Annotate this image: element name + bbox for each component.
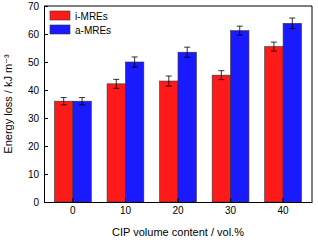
bar [55, 101, 73, 202]
legend-swatch [50, 11, 70, 20]
legend-entry: i-MREs [50, 11, 108, 22]
bar [125, 62, 143, 202]
tick-mark [44, 90, 48, 91]
tick: 70 [28, 1, 48, 12]
tick-label: 40 [278, 205, 290, 216]
legend-label: a-MREs [75, 25, 111, 36]
legend-label: i-MREs [75, 11, 108, 22]
bar [107, 84, 125, 202]
bar [212, 75, 230, 202]
chart: 0 10 20 30 40 50 60 70 0 10 20 30 40 i-MREs a-MREs CIP … [0, 0, 318, 242]
tick-label: 30 [225, 205, 237, 216]
error-bar [237, 26, 243, 35]
bar [231, 31, 249, 202]
tick: 40 [28, 85, 48, 96]
tick: 10 [120, 198, 132, 216]
tick-label: 60 [28, 29, 40, 40]
legend: i-MREs a-MREs [50, 11, 111, 36]
tick-label: 0 [33, 197, 39, 208]
plot: 0 10 20 30 40 50 60 70 0 10 20 30 40 i-MREs a-MREs [28, 1, 313, 216]
tick-label: 0 [70, 205, 76, 216]
tick-mark [44, 174, 48, 175]
tick: 60 [28, 29, 48, 40]
error-bar [132, 57, 138, 67]
legend-entry: a-MREs [50, 25, 111, 36]
x-axis-title: CIP volume content / vol.% [112, 226, 244, 238]
axis-line [45, 202, 313, 203]
tick: 40 [278, 198, 290, 216]
tick-mark [230, 198, 231, 202]
y-axis-title: Energy loss / kJ m⁻³ [2, 54, 14, 154]
tick-mark [44, 62, 48, 63]
bar [160, 81, 178, 202]
tick: 30 [225, 198, 237, 216]
tick: 20 [172, 198, 184, 216]
frame [312, 6, 313, 202]
tick-label: 40 [28, 85, 40, 96]
tick: 10 [28, 169, 48, 180]
tick-label: 20 [28, 141, 40, 152]
tick-mark [178, 198, 179, 202]
tick-label: 20 [172, 205, 184, 216]
error-bar [184, 47, 190, 57]
error-bar [61, 98, 67, 105]
tick: 30 [28, 113, 48, 124]
tick-mark [125, 198, 126, 202]
tick-label: 10 [28, 169, 40, 180]
tick-mark [283, 198, 284, 202]
tick: 50 [28, 57, 48, 68]
bar [73, 101, 91, 202]
marks [55, 18, 302, 202]
frame [44, 6, 312, 7]
tick-mark [44, 146, 48, 147]
tick: 20 [28, 141, 48, 152]
tick-mark [44, 6, 48, 7]
tick-mark [72, 198, 73, 202]
bar [283, 23, 301, 202]
tick-label: 50 [28, 57, 40, 68]
axis-line [44, 7, 45, 203]
tick-label: 30 [28, 113, 40, 124]
tick-mark [44, 118, 48, 119]
legend-swatch [50, 25, 70, 34]
bar [178, 52, 196, 202]
tick-mark [44, 34, 48, 35]
tick-label: 70 [28, 1, 40, 12]
error-bar [166, 76, 172, 86]
tick: 0 [70, 198, 76, 216]
x-axis: 0 10 20 30 40 [45, 198, 313, 216]
error-bar [271, 42, 277, 51]
error-bar [289, 18, 295, 29]
y-axis: 0 10 20 30 40 50 60 70 [28, 1, 48, 208]
bar [265, 47, 283, 202]
series [73, 18, 302, 202]
error-bar [218, 71, 224, 80]
error-bar [79, 98, 85, 105]
error-bar [113, 79, 119, 88]
tick-label: 10 [120, 205, 132, 216]
